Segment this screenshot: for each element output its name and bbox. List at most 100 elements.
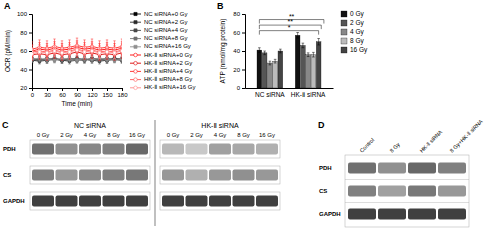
error-bar <box>61 47 63 58</box>
panel-label: C <box>2 120 9 130</box>
x-axis: NC siRNAHK-Ⅱ siRNA <box>246 88 334 98</box>
error-bar <box>76 43 78 56</box>
tick-label: 20 <box>20 85 27 91</box>
tick-label: 100 <box>17 11 28 17</box>
lane-label: 2 Gy <box>60 132 73 138</box>
significance-bracket <box>259 25 321 29</box>
legend-item: 4 Gy <box>341 28 364 36</box>
legend-label: HK-Ⅱ siRNA+2 Gy <box>144 60 192 66</box>
error-bar <box>121 45 122 56</box>
blot-frame <box>160 140 280 158</box>
tick: 30 <box>44 88 51 98</box>
tick: 40 <box>20 67 32 73</box>
legend-item: 16 Gy <box>341 46 368 54</box>
panel-label: D <box>318 120 325 130</box>
tick-mark <box>92 88 93 91</box>
band <box>186 144 208 155</box>
band <box>378 163 406 174</box>
legend-swatch <box>341 38 347 44</box>
tick-label: 180 <box>117 92 128 98</box>
lane-label: 0 Gy <box>37 132 50 138</box>
legend-swatch <box>341 11 347 17</box>
band <box>233 144 255 155</box>
band <box>56 170 78 181</box>
error-bar <box>258 48 261 53</box>
band <box>162 144 184 155</box>
series <box>32 41 122 58</box>
blot-frame <box>30 192 150 210</box>
band <box>408 163 436 174</box>
error-bar <box>68 45 70 58</box>
marker <box>90 49 93 52</box>
axis-line <box>246 88 334 89</box>
tick: 0 <box>237 85 245 91</box>
lane-label: 16 Gy <box>259 132 275 138</box>
error-bar <box>279 49 282 53</box>
bar <box>311 55 316 88</box>
band <box>256 170 278 181</box>
significance-bracket <box>259 20 324 24</box>
band <box>256 196 278 207</box>
lane-label: 0 Gy <box>167 132 180 138</box>
error-bar <box>98 45 100 58</box>
blot-frame <box>345 155 469 227</box>
row-label: PDH <box>319 165 332 171</box>
tick: 20 <box>233 67 245 73</box>
legend-item: HK-Ⅱ siRNA+0 Gy <box>130 52 192 58</box>
tick-label: 40 <box>233 48 240 54</box>
band <box>438 209 466 220</box>
band <box>378 186 406 197</box>
marker <box>83 50 86 53</box>
tick-mark <box>29 51 32 52</box>
tick-label: 0 <box>31 92 35 98</box>
lane-label: 16 Gy <box>129 132 145 138</box>
legend-item: HK-Ⅱ siRNA+16 Gy <box>130 84 195 90</box>
legend-swatch <box>341 29 347 35</box>
band <box>233 196 255 207</box>
error-bar <box>61 45 63 58</box>
legend-item: 0 Gy <box>341 10 364 18</box>
legend-item: HK-Ⅱ siRNA+8 Gy <box>130 76 192 82</box>
legend-marker <box>134 29 137 32</box>
error-bar <box>91 45 93 56</box>
lane-label: 2 Gy <box>190 132 203 138</box>
bar <box>268 63 273 88</box>
band <box>32 196 54 207</box>
legend-label: 0 Gy <box>350 10 364 18</box>
row-label: CS <box>3 172 11 178</box>
tick-label: 60 <box>20 48 27 54</box>
series <box>32 38 122 57</box>
series <box>278 39 321 88</box>
marker <box>76 59 79 62</box>
row-separator <box>345 202 469 203</box>
band <box>126 170 148 181</box>
tick: 80 <box>20 30 32 36</box>
series <box>32 45 122 60</box>
legend: 0 Gy2 Gy4 Gy8 Gy16 Gy <box>341 10 368 54</box>
axis-line <box>29 15 33 89</box>
band <box>233 170 255 181</box>
axis-line <box>33 89 123 92</box>
series <box>268 53 311 88</box>
panel: PDHCSGAPDHControl8 GyHK-Ⅱ siRNA8 Gy+HK-Ⅱ… <box>318 118 484 227</box>
bands <box>32 144 278 207</box>
tick: HK-Ⅱ siRNA <box>291 88 326 98</box>
series <box>32 43 122 59</box>
legend-item: 2 Gy <box>341 19 364 27</box>
bar <box>257 50 262 88</box>
significance-bracket <box>259 31 318 35</box>
error-bar <box>46 47 48 58</box>
bar <box>262 53 267 88</box>
band <box>186 196 208 207</box>
band <box>126 144 148 155</box>
tick-label: 80 <box>233 11 240 17</box>
panel: NC siRNAHK-Ⅱ siRNA020406080ATP (nmol/mg … <box>217 1 368 98</box>
band <box>103 144 125 155</box>
legend-marker <box>134 61 138 65</box>
error-bar <box>76 45 78 56</box>
band <box>209 196 231 207</box>
tick-mark <box>29 70 32 71</box>
tick-mark <box>242 51 245 52</box>
x-axis: 0306090120150180 <box>31 88 128 98</box>
legend-label: 2 Gy <box>350 19 364 27</box>
